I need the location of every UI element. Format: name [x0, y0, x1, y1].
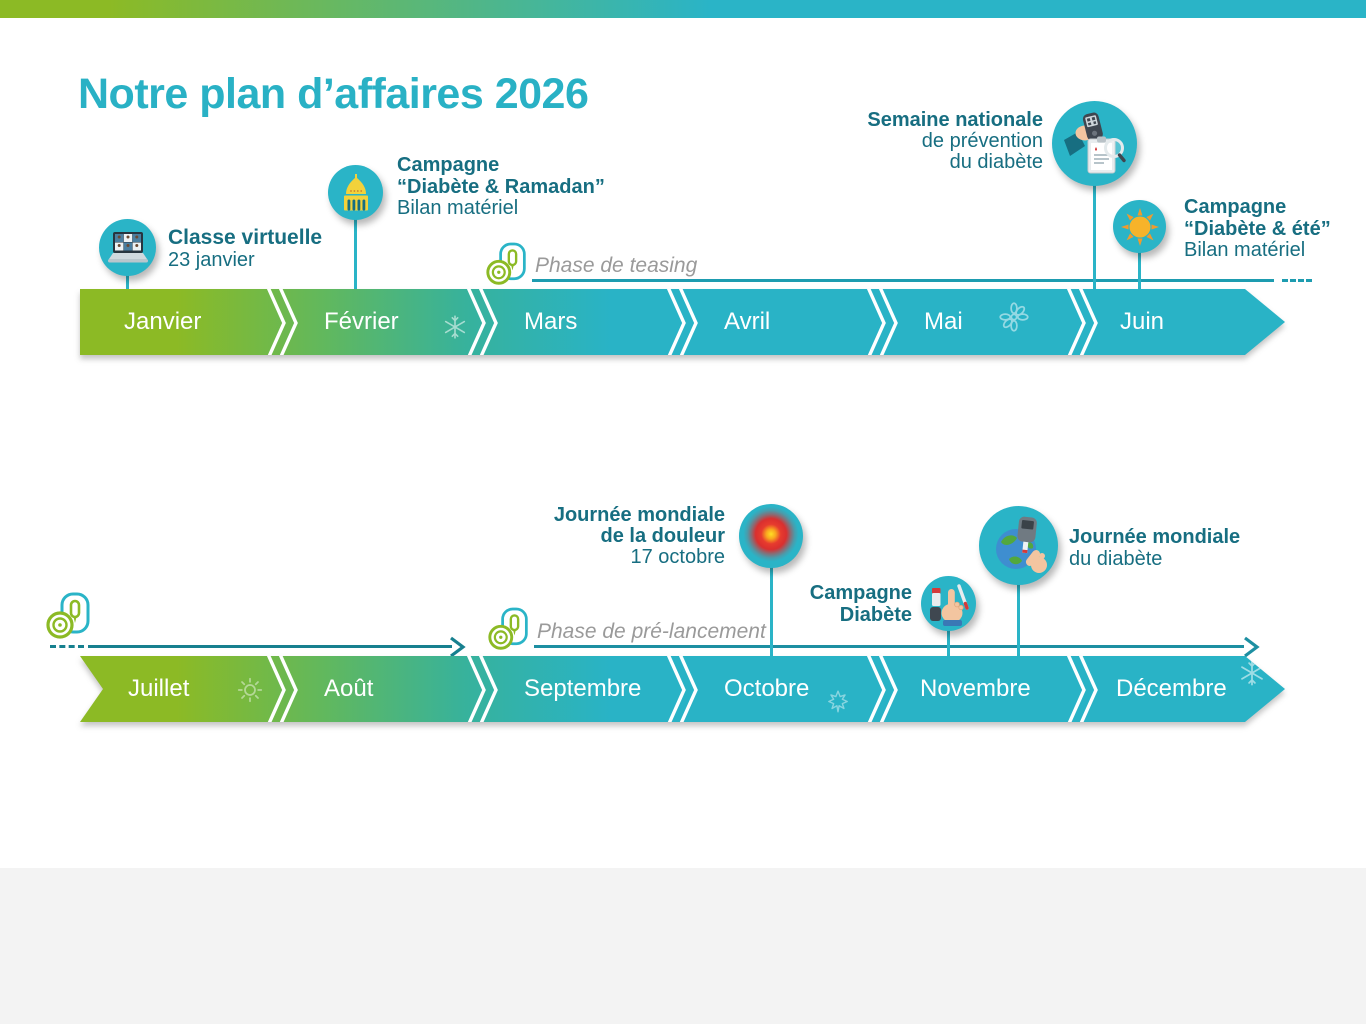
label-douleur: Journée mondiale de la douleur 17 octobr…	[525, 505, 725, 568]
chevron-separator	[465, 289, 498, 355]
arrowhead-icon	[1244, 636, 1260, 658]
chevron-separator	[465, 656, 498, 722]
sun-outline-icon	[237, 677, 263, 703]
ete-line3: Bilan matériel	[1184, 239, 1306, 261]
month-aout: Août	[324, 675, 374, 702]
timeline-bar-s1: Janvier Février Mars Avril Mai Juin	[80, 289, 1285, 355]
flower-icon	[999, 302, 1029, 332]
ramadan-mosque-icon	[328, 165, 383, 220]
month-octobre: Octobre	[724, 675, 810, 702]
glucometer-lancet-icon	[486, 242, 526, 285]
prelaunch-arrow-line	[88, 645, 452, 648]
chevron-separator	[665, 656, 698, 722]
teasing-phase-label: Phase de teasing	[535, 254, 698, 277]
jm-diabete-line2: du diabète	[1069, 548, 1163, 570]
ramadan-line3: Bilan matériel	[397, 197, 519, 219]
glucometer-clipboard-magnifier-icon	[1063, 112, 1126, 173]
stem-douleur	[770, 564, 773, 658]
ramadan-line1: Campagne	[397, 154, 500, 176]
ete-line2: “Diabète & été”	[1184, 217, 1331, 240]
prelaunch-phase-label: Phase de pré-lancement	[537, 620, 766, 643]
stem-ramadan	[354, 214, 357, 294]
month-janvier: Janvier	[124, 308, 202, 335]
jm-diabete-icon	[979, 506, 1058, 585]
month-fevrier: Février	[324, 308, 399, 335]
sun-icon	[1120, 207, 1159, 246]
page-title: Notre plan d’affaires 2026	[78, 70, 589, 118]
label-campagne-ramadan: Campagne “Diabète & Ramadan” Bilan matér…	[397, 154, 605, 220]
leaf-icon	[828, 690, 848, 713]
label-campagne-diabete: Campagne Diabète	[762, 582, 912, 626]
legend-section: Légende : Automatique : Aucune action re…	[0, 868, 1366, 1024]
semaine-line1: Semaine nationale	[867, 109, 1043, 131]
hand-test-icon	[929, 583, 969, 626]
timeline-bar-s1-shape: Janvier Février Mars Avril Mai Juin	[80, 289, 1285, 355]
arrowhead-icon	[450, 636, 466, 658]
jm-diabete-line1: Journée mondiale	[1069, 526, 1241, 548]
month-decembre: Décembre	[1116, 675, 1227, 702]
month-septembre: Septembre	[524, 675, 642, 702]
classe-virtuelle-date: 23 janvier	[168, 249, 255, 271]
douleur-line2: de la douleur	[600, 525, 725, 547]
semaine-line3: du diabète	[949, 151, 1043, 173]
douleur-line3: 17 octobre	[630, 546, 725, 568]
stem-jm-diabete	[1017, 580, 1020, 658]
teasing-line	[532, 279, 1274, 282]
snowflake-icon	[1241, 660, 1263, 686]
month-juin: Juin	[1120, 308, 1165, 335]
month-avril: Avril	[724, 308, 771, 335]
globe-glucometer-icon	[995, 516, 1047, 573]
timeline-bar-s2: Juillet Août Septembre Octobre Novembre …	[80, 656, 1285, 722]
stem-campagne-diabete	[947, 626, 950, 658]
campagne-diabete-icon	[921, 576, 976, 631]
chevron-separator	[865, 289, 898, 355]
campagne-diabete-line2: Diabète	[839, 603, 912, 626]
month-juillet: Juillet	[128, 675, 190, 702]
chevron-separator	[1065, 656, 1098, 722]
ete-line1: Campagne	[1184, 196, 1287, 218]
stem-classe-virtuelle	[126, 268, 129, 294]
chevron-separator	[1065, 289, 1098, 355]
snowflake-icon	[444, 315, 466, 339]
classe-virtuelle-icon	[99, 219, 156, 276]
month-mars: Mars	[524, 308, 578, 335]
label-jm-diabete: Journée mondiale du diabète	[1069, 526, 1240, 570]
classe-virtuelle-title: Classe virtuelle	[168, 226, 323, 249]
douleur-line1: Journée mondiale	[553, 504, 725, 526]
label-campagne-ete: Campagne “Diabète & été” Bilan matériel	[1184, 196, 1331, 262]
teasing-line-dashes	[1282, 279, 1312, 282]
stem-semaine-nationale	[1093, 180, 1096, 294]
chevron-separator	[265, 289, 298, 355]
label-classe-virtuelle: Classe virtuelle 23 janvier	[168, 226, 322, 272]
glucometer-lancet-icon	[488, 607, 528, 650]
laptop-videocall-icon	[107, 231, 148, 262]
month-mai: Mai	[924, 308, 963, 335]
semaine-prevention-icon	[1052, 101, 1137, 186]
timeline-bar-s2-shape: Juillet Août Septembre Octobre Novembre …	[80, 656, 1285, 722]
prelaunch-line	[534, 645, 1244, 648]
chevron-separator	[665, 289, 698, 355]
month-novembre: Novembre	[920, 675, 1031, 702]
stem-diabete-ete	[1138, 248, 1141, 294]
label-semaine-nationale: Semaine nationale de prévention du diabè…	[843, 110, 1043, 173]
pain-burst-icon	[739, 504, 803, 568]
mosque-icon	[343, 173, 368, 210]
ramadan-line2: “Diabète & Ramadan”	[397, 175, 605, 198]
prelaunch-arrow-dashes	[50, 645, 84, 648]
douleur-icon	[739, 504, 803, 568]
semaine-line2: de prévention	[921, 130, 1043, 152]
chevron-separator	[865, 656, 898, 722]
campagne-diabete-line1: Campagne	[809, 582, 912, 604]
top-gradient-bar	[0, 0, 1366, 18]
glucometer-lancet-icon	[46, 592, 90, 639]
diabete-ete-icon	[1113, 200, 1166, 253]
chevron-separator	[265, 656, 298, 722]
